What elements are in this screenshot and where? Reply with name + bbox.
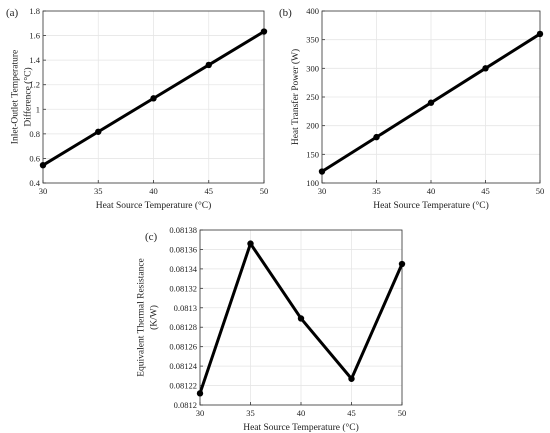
x-tick-label: 40 — [297, 408, 306, 418]
x-tick-label: 50 — [536, 186, 545, 196]
x-tick-label: 30 — [318, 186, 327, 196]
y-axis-label: Inlet-Outlet Temperature — [11, 50, 21, 144]
y-tick-label: 0.08132 — [169, 283, 197, 293]
x-axis-label: Heat Source Temperature (°C) — [373, 200, 489, 211]
data-point — [95, 128, 102, 135]
panel-label: (a) — [6, 7, 19, 19]
x-axis-label: Heat Source Temperature (°C) — [96, 200, 212, 211]
data-point — [398, 260, 406, 268]
x-tick-label: 45 — [347, 408, 356, 418]
y-axis-label: (K/W) — [149, 305, 160, 330]
y-tick-label: 0.0813 — [174, 303, 197, 313]
data-point — [39, 161, 47, 169]
y-tick-label: 0.08126 — [169, 342, 197, 352]
y-tick-label: 0.08122 — [169, 381, 197, 391]
data-point — [205, 61, 212, 69]
data-point — [150, 95, 157, 102]
y-tick-label: 1.2 — [29, 80, 40, 90]
y-tick-label: 0.6 — [29, 153, 40, 163]
x-tick-label: 50 — [260, 186, 269, 196]
y-tick-label: 1 — [36, 104, 40, 114]
x-tick-label: 35 — [372, 186, 381, 196]
y-tick-label: 0.08128 — [169, 322, 197, 332]
plot-frame — [42, 10, 265, 184]
plot-frame — [321, 10, 541, 184]
y-tick-label: 350 — [306, 35, 319, 45]
y-tick-label: 0.8 — [29, 129, 40, 139]
y-tick-label: 0.0812 — [174, 400, 197, 410]
y-tick-label: 0.08138 — [169, 225, 197, 235]
chart-panel-2: 100 150 200 250 300 350 400 30 35 40 45 50 Heat Sour… — [279, 6, 544, 211]
data-point — [373, 133, 380, 141]
y-tick-label: 1.4 — [29, 55, 40, 65]
y-tick-label: 100 — [306, 178, 319, 188]
plot-frame — [199, 229, 403, 406]
y-axis-label: Difference (°C) — [23, 67, 34, 126]
x-axis-label: Heat Source Temperature (°C) — [243, 422, 359, 433]
chart-panel-3: 0.0812 0.08122 0.08124 0.08126 0.08128 0.0813… — [137, 225, 407, 433]
y-tick-label: 0.08134 — [169, 264, 197, 274]
y-tick-label: 0.08136 — [169, 244, 197, 254]
data-point — [536, 30, 544, 38]
panel-label: (c) — [145, 231, 158, 243]
y-tick-label: 150 — [306, 149, 319, 159]
data-point — [482, 65, 489, 72]
y-tick-label: 1.8 — [29, 6, 40, 16]
y-tick-label: 250 — [306, 92, 319, 102]
data-point — [260, 28, 268, 35]
y-tick-label: 300 — [306, 63, 319, 73]
y-axis-label: Heat Transfer Power (W) — [290, 49, 301, 145]
data-point — [348, 375, 355, 382]
x-tick-label: 40 — [149, 186, 158, 196]
data-point — [427, 99, 435, 106]
x-tick-label: 30 — [196, 408, 205, 418]
y-tick-label: 400 — [306, 6, 319, 16]
y-tick-label: 1.6 — [29, 31, 40, 41]
x-tick-label: 40 — [427, 186, 436, 196]
y-tick-label: 0.08124 — [169, 361, 197, 371]
x-tick-label: 35 — [94, 186, 103, 196]
data-point — [247, 240, 254, 247]
x-tick-label: 50 — [398, 408, 407, 418]
x-tick-label: 45 — [481, 186, 490, 196]
x-tick-label: 45 — [205, 186, 214, 196]
data-point — [318, 168, 326, 175]
data-point — [196, 390, 204, 397]
y-axis-label: Equivalent Thermal Resistance — [137, 258, 147, 377]
chart-panel-1: 0.4 0.6 0.8 1 1.2 1.4 1.6 1.8 30 35 40 45 50 Heat Sou… — [6, 6, 268, 211]
y-tick-label: 0.4 — [29, 178, 40, 188]
y-tick-label: 200 — [306, 121, 319, 131]
x-tick-label: 35 — [246, 408, 255, 418]
panel-label: (b) — [279, 7, 292, 19]
x-tick-label: 30 — [39, 186, 48, 196]
data-point — [297, 315, 305, 322]
